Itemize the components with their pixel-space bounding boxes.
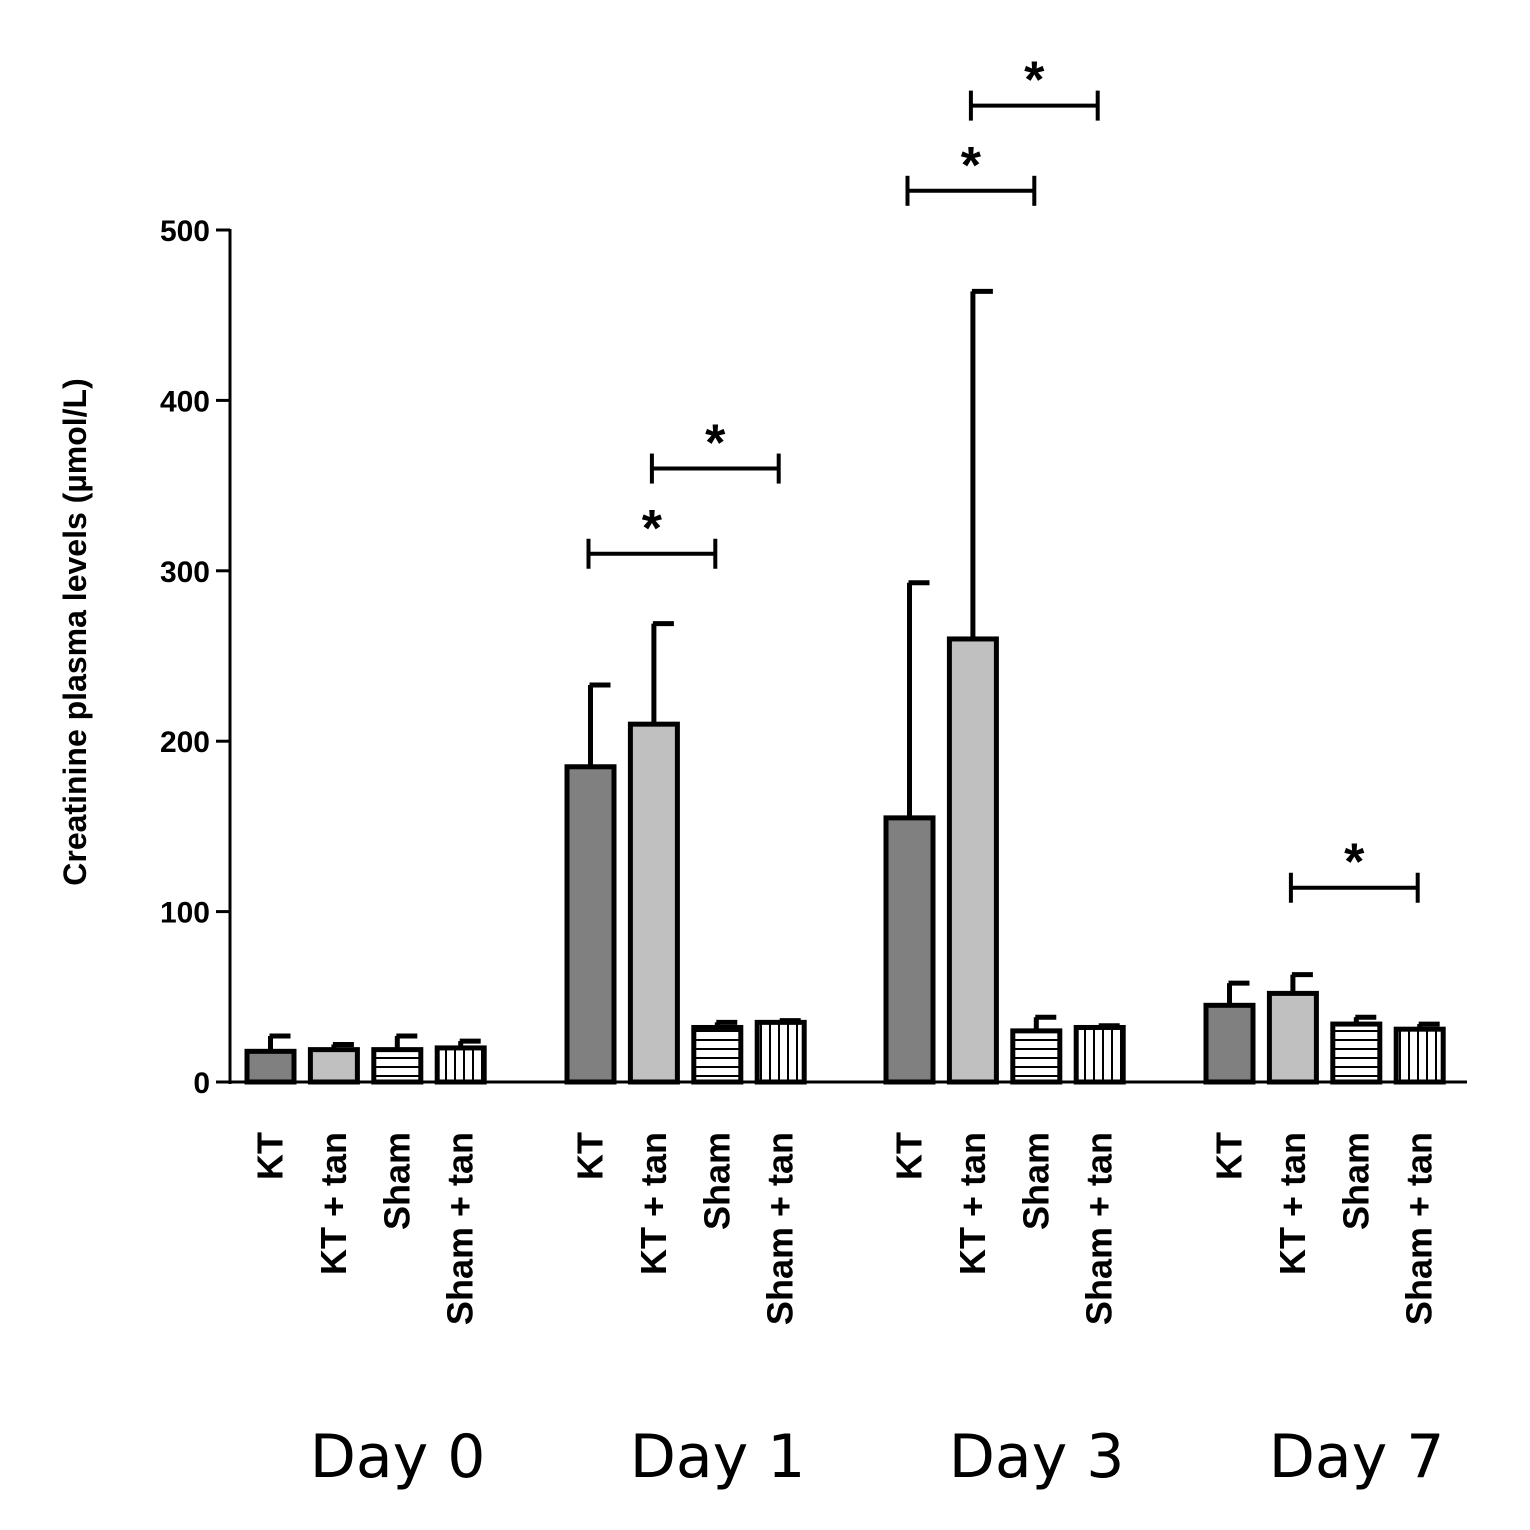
significance-layer: * * * * * (586, 52, 1420, 903)
category-label: Sham + tan (440, 1132, 481, 1325)
bar (307, 1047, 360, 1085)
bar (244, 1048, 297, 1085)
group-label: Day 7 (1269, 1422, 1445, 1492)
labels-layer: KT KT + tan Sham Sham + tan Day 0 KT KT + tan S… (250, 1132, 1445, 1492)
group-label: Day 0 (310, 1422, 486, 1492)
bar (1203, 1002, 1256, 1085)
category-label: KT + tan (633, 1132, 674, 1275)
bar (434, 1045, 487, 1085)
category-label: Sham (376, 1132, 417, 1230)
bar (1073, 1024, 1126, 1085)
y-tick-label: 400 (160, 385, 210, 418)
y-tick-label: 200 (160, 726, 210, 759)
y-tick-label: 100 (160, 897, 210, 930)
category-label: Sham + tan (1399, 1132, 1440, 1325)
bar (1010, 1028, 1063, 1085)
bar (946, 636, 999, 1085)
bar (1330, 1021, 1383, 1085)
significance-star: * (1024, 52, 1045, 110)
y-axis-label: Creatinine plasma levels (µmol/L) (57, 378, 93, 885)
significance-star: * (1344, 834, 1365, 892)
category-label: KT + tan (1272, 1132, 1313, 1275)
bar (691, 1024, 744, 1085)
bar (1393, 1026, 1446, 1085)
y-tick-label: 300 (160, 556, 210, 589)
group-label: Day 3 (949, 1422, 1125, 1492)
category-label: KT + tan (313, 1132, 354, 1275)
significance-star: * (961, 137, 982, 195)
significance-star: * (705, 415, 726, 473)
bar (1266, 990, 1319, 1085)
category-label: KT (889, 1132, 930, 1180)
category-label: KT (1209, 1132, 1250, 1180)
bar (371, 1047, 424, 1085)
significance-star: * (642, 500, 663, 558)
bars-layer (244, 288, 1446, 1085)
axes-layer: 0 100 200 300 400 500 Creatinine plasma levels… (57, 215, 1467, 1100)
bar (754, 1019, 807, 1085)
group-label: Day 1 (630, 1422, 806, 1492)
category-label: KT (250, 1132, 291, 1180)
category-label: Sham (1335, 1132, 1376, 1230)
y-tick-label: 0 (193, 1067, 210, 1100)
category-label: Sham (1015, 1132, 1056, 1230)
bar (883, 815, 936, 1085)
category-label: KT (570, 1132, 611, 1180)
category-label: Sham + tan (760, 1132, 801, 1325)
bar (564, 764, 617, 1085)
category-label: Sham + tan (1079, 1132, 1120, 1325)
bar (627, 721, 680, 1085)
category-label: Sham (696, 1132, 737, 1230)
y-tick-label: 500 (160, 215, 210, 248)
category-label: KT + tan (952, 1132, 993, 1275)
